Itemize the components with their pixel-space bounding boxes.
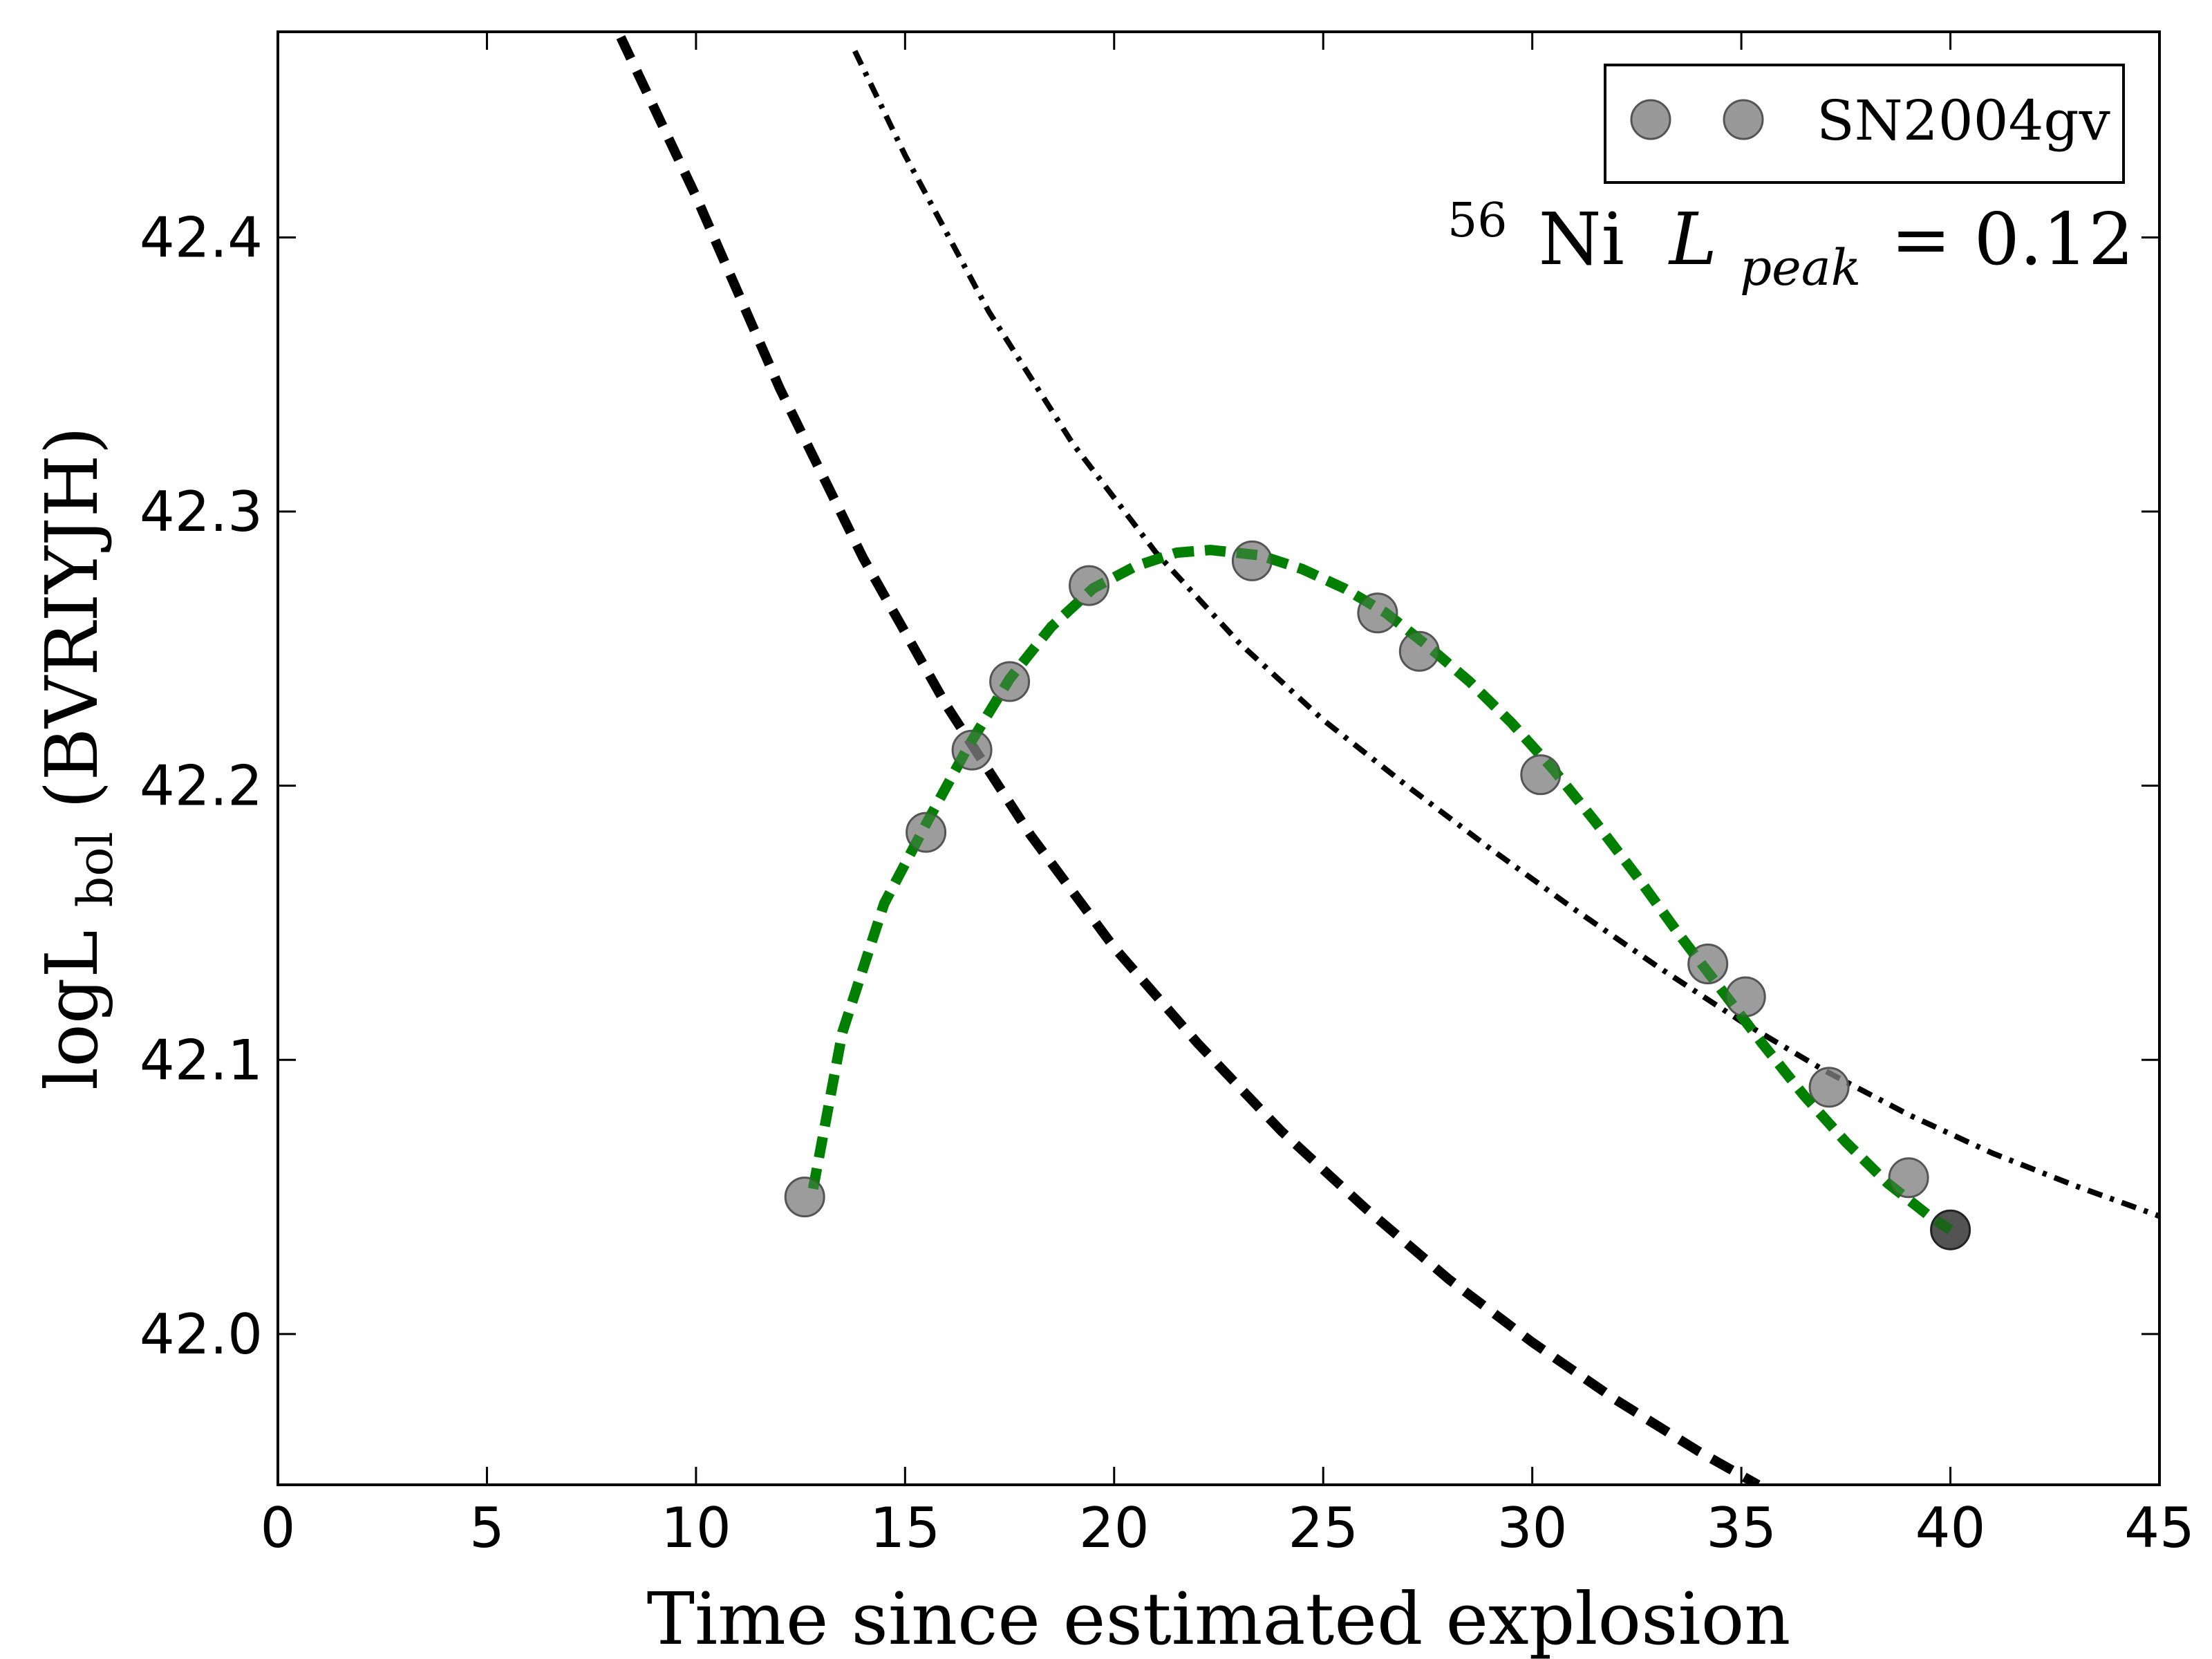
y-axis-title-paren: (BVRIYJH) [30,427,114,809]
x-tick-label: 45 [2124,1496,2195,1560]
y-axis-title-main: logL [30,930,114,1091]
legend-marker [1723,99,1764,140]
data-point [1808,1067,1850,1108]
x-tick-label: 15 [870,1496,940,1560]
x-tick-label: 30 [1497,1496,1568,1560]
plot-area [616,35,2159,1485]
annotation-element: Ni [1539,197,1624,281]
plot-frame [276,30,2161,1486]
data-point [1231,540,1273,581]
x-tick-label: 5 [469,1496,505,1560]
x-tick-label: 25 [1288,1496,1358,1560]
x-tick-label: 40 [1915,1496,1986,1560]
x-tick-label: 35 [1706,1496,1777,1560]
y-tick-label: 42.1 [140,1028,263,1092]
y-tick-label: 42.0 [140,1302,263,1367]
series-line-decay-dashed [616,35,1761,1485]
y-axis-title: logL bol (BVRIYJH) [30,427,129,1090]
ni-annotation: 56 Ni L peak = 0.12 [1447,169,2134,302]
legend: SN2004gv [1604,64,2125,184]
x-tick-label: 10 [661,1496,731,1560]
y-tick-label: 42.3 [140,480,263,544]
annotation-sub: peak [1740,238,1861,297]
series-line-decay-dashdot [852,50,2159,1219]
annotation-sup: 56 [1447,194,1508,248]
legend-marker [1630,99,1671,140]
x-axis-title: Time since estimated explosion [647,1577,1791,1659]
x-tick-label: 0 [261,1496,296,1560]
y-axis-title-sub: bol [67,832,124,907]
y-tick-label: 42.2 [140,754,263,818]
series-line-model-fit-overlay [807,545,1953,1235]
legend-box [1604,64,2125,184]
x-tick-label: 20 [1079,1496,1150,1560]
y-tick-label: 42.4 [140,205,263,270]
legend-label: SN2004gv [1817,88,2110,153]
axis-ticks: 0 5 10 15 20 25 30 35 40 45 42.0 42.1 42.2 42.3 42.4 [140,32,2195,1560]
annotation-var: L [1668,197,1717,281]
annotation-rhs: = 0.12 [1891,197,2134,281]
